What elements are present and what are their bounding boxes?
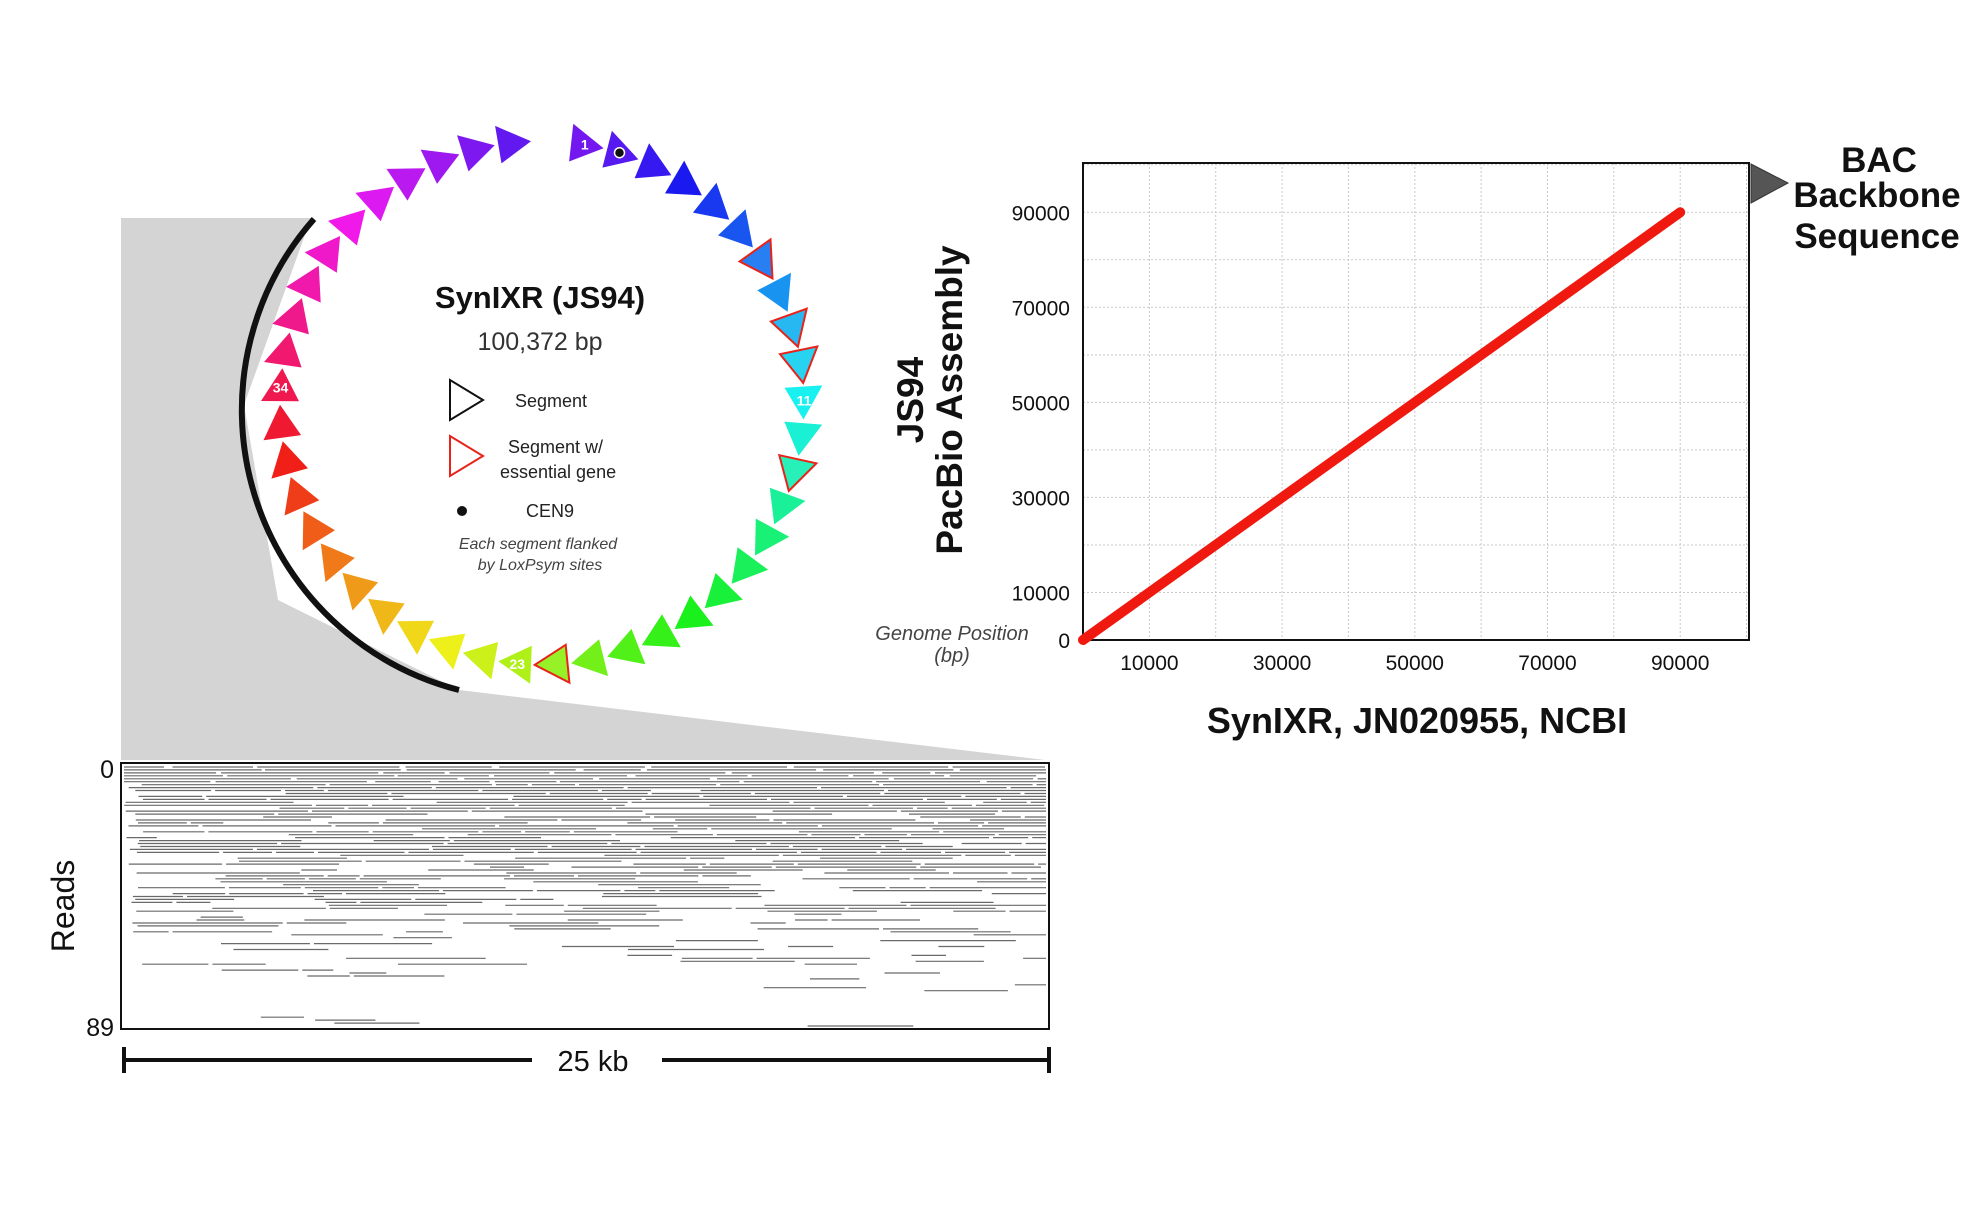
- plot-frame: [1082, 162, 1750, 641]
- plot-y-label-2: PacBio Assembly: [929, 245, 970, 555]
- bac-label-2: Backbone: [1793, 176, 1960, 215]
- plasmid-segment: [420, 149, 460, 184]
- plasmid-segment: [498, 645, 532, 684]
- plasmid-segment: [328, 209, 366, 246]
- plasmid-segment: [532, 643, 571, 685]
- plasmid-segment: [777, 453, 819, 493]
- plasmid-segment: [778, 345, 819, 385]
- plasmid-segment: [784, 385, 823, 420]
- plasmid-segment: [271, 441, 308, 479]
- plasmid-segment: [457, 135, 495, 172]
- plasmid-segment: [665, 160, 702, 196]
- bac-backbone-marker: [1750, 163, 1790, 204]
- coverage-y-label: Reads: [45, 860, 81, 953]
- zoom-arc: [238, 217, 460, 693]
- plasmid-segment: [692, 182, 730, 220]
- legend-essential-icon: [449, 434, 485, 478]
- plasmid-segment: [784, 421, 823, 456]
- plasmid-title: SynIXR (JS94): [435, 280, 645, 315]
- bac-label-3: Sequence: [1794, 217, 1959, 256]
- plasmid-segment: [641, 614, 681, 648]
- x-tick-label: 10000: [1120, 652, 1178, 675]
- plasmid-segment: [397, 620, 434, 655]
- plasmid-segment: [428, 633, 466, 670]
- legend-note-1: Each segment flanked: [459, 536, 618, 553]
- legend-note-2: by LoxPsym sites: [478, 557, 602, 574]
- plasmid-segment: [731, 547, 769, 584]
- x-tick-labels: 10000 30000 50000 70000 90000: [1120, 652, 1709, 675]
- legend-cen-dot: [457, 506, 467, 516]
- y-tick-label: 70000: [1012, 297, 1070, 320]
- scale-bar-label: 25 kb: [558, 1046, 629, 1078]
- plasmid-segment: [264, 332, 302, 368]
- plasmid-segment: [769, 307, 809, 349]
- alignment-line: [1078, 207, 1686, 645]
- origin-note-2: (bp): [934, 645, 970, 667]
- segment-number-label: 11: [797, 392, 812, 408]
- bac-label-1: BAC: [1841, 141, 1917, 180]
- plasmid-segment: [286, 265, 321, 303]
- y-tick-label: 90000: [1012, 202, 1070, 225]
- coverage-y-bottom: 89: [86, 1014, 114, 1042]
- origin-note-1: Genome Position: [875, 623, 1028, 645]
- plasmid-segment: [674, 595, 714, 629]
- y-tick-label: 50000: [1012, 392, 1070, 415]
- x-tick-label: 50000: [1386, 652, 1444, 675]
- legend-segment-label: Segment: [515, 391, 587, 411]
- plasmid-segment: [368, 598, 405, 635]
- plasmid-segment: [607, 628, 646, 665]
- y-tick-label: 10000: [1012, 583, 1070, 606]
- scale-bar: [122, 1047, 1051, 1073]
- plasmid-segment: [769, 487, 806, 525]
- legend-segment-icon: [449, 378, 485, 422]
- x-tick-label: 90000: [1651, 652, 1709, 675]
- plasmid-segment: [757, 272, 791, 312]
- plasmid-segment: [304, 236, 341, 273]
- dot-plot: 10000 30000 50000 70000 90000 0 10000 30000 500…: [1012, 162, 1790, 675]
- plasmid-segment: [261, 368, 299, 402]
- plasmid-segment: [355, 186, 394, 222]
- x-tick-label: 30000: [1253, 652, 1311, 675]
- segment-number-label: 34: [273, 380, 289, 396]
- plasmid-segment: [462, 642, 499, 680]
- plot-x-label: SynIXR, JN020955, NCBI: [1207, 700, 1627, 741]
- plasmid-segment: [272, 298, 309, 335]
- segment-number-label: 23: [510, 656, 526, 672]
- plasmid-segment: [342, 572, 379, 611]
- cen9-marker: [613, 146, 626, 159]
- segment-number-label: 1: [581, 137, 589, 153]
- plasmid-size: 100,372 bp: [477, 328, 602, 356]
- y-tick-labels: 0 10000 30000 50000 70000 90000: [1012, 202, 1070, 653]
- coverage-y-top: 0: [100, 756, 114, 784]
- plasmid-segment: [320, 543, 355, 583]
- plasmid-segment: [302, 511, 335, 551]
- plasmid-segment: [495, 125, 531, 164]
- legend-cen-label: CEN9: [526, 501, 574, 521]
- plasmid-segment: [571, 639, 609, 677]
- plasmid-segment: [263, 404, 302, 441]
- read-alignments: [124, 766, 1046, 1027]
- plasmid-legend: Segment Segment w/ essential gene CEN9 E…: [449, 378, 618, 574]
- legend-essential-label-1: Segment w/: [508, 437, 603, 457]
- plasmid-segment: [737, 237, 774, 281]
- plasmid-segment: [386, 168, 426, 201]
- plasmid-segment: [634, 143, 672, 179]
- plasmid-segment: [569, 123, 604, 162]
- plasmid-segment: [284, 477, 320, 516]
- y-tick-label: 30000: [1012, 487, 1070, 510]
- plasmid-segment: [704, 573, 743, 609]
- plot-y-label-1: JS94: [890, 356, 931, 443]
- legend-essential-label-2: essential gene: [500, 462, 616, 482]
- y-tick-label: 0: [1058, 630, 1070, 653]
- plasmid-segment: [755, 518, 790, 556]
- plasmid-segment: [718, 209, 753, 248]
- zoom-wedge: [121, 218, 1045, 760]
- x-tick-label: 70000: [1518, 652, 1576, 675]
